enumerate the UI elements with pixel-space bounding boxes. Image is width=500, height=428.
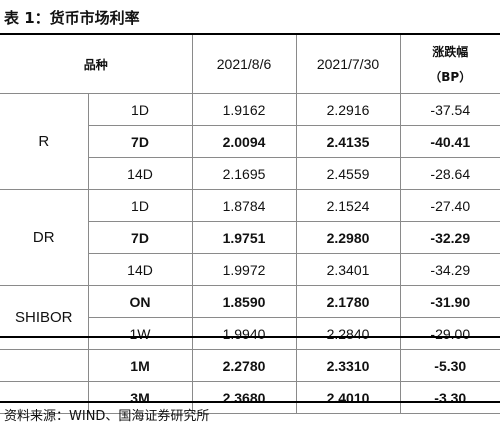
rate-cell-date2: 2.2840 <box>295 317 401 350</box>
header-change-unit: （BP） <box>429 70 472 84</box>
rate-cell-date2: 2.1780 <box>295 285 401 318</box>
table-row: 1M 2.2780 2.3310 -5.30 <box>0 349 500 382</box>
change-cell: -37.54 <box>399 93 500 126</box>
change-cell: -28.64 <box>399 157 500 190</box>
header-row: 品种 2021/8/6 2021/7/30 涨跌幅 （BP） <box>0 35 500 94</box>
group-shibor: SHIBOR <box>0 285 89 350</box>
table-row: R 1D 1.9162 2.2916 -37.54 <box>0 93 500 190</box>
rate-cell-date2: 2.4010 <box>295 381 401 414</box>
change-cell: -31.90 <box>399 285 500 318</box>
empty-group-cell <box>0 381 89 414</box>
header-change: 涨跌幅 （BP） <box>399 35 500 94</box>
rate-cell-date2: 2.1524 <box>295 189 401 222</box>
rate-cell-date1: 1.8590 <box>191 285 297 318</box>
term-cell: 1M <box>87 349 193 382</box>
rate-cell-date1: 1.9972 <box>191 253 297 286</box>
rate-cell-date2: 2.3310 <box>295 349 401 382</box>
table-row: SHIBOR ON 1.8590 2.1780 -31.90 <box>0 285 500 350</box>
rate-cell-date1: 2.2780 <box>191 349 297 382</box>
empty-group-cell <box>0 349 89 382</box>
table-title: 表 1：货币市场利率 <box>4 9 140 27</box>
change-cell: -27.40 <box>399 189 500 222</box>
header-change-label: 涨跌幅 <box>432 45 469 59</box>
term-cell: 7D <box>88 221 193 254</box>
rate-cell-date2: 2.4135 <box>295 125 401 158</box>
change-cell: -34.29 <box>399 253 500 286</box>
group-r: R <box>0 93 89 190</box>
change-cell: -29.00 <box>399 317 500 350</box>
bottom-rule <box>0 401 500 403</box>
table-row: 7D 1.9751 2.2980 -32.29 <box>0 221 500 254</box>
section-rule <box>0 336 500 338</box>
table-row: DR 1D 1.8784 2.1524 -27.40 <box>0 189 500 286</box>
rate-cell-date2: 2.2916 <box>295 93 401 126</box>
term-cell: 14D <box>88 253 193 286</box>
term-cell: 14D <box>88 157 193 190</box>
term-cell: 7D <box>88 125 193 158</box>
rate-cell-date2: 2.4559 <box>295 157 401 190</box>
table-row: 7D 2.0094 2.4135 -40.41 <box>0 125 500 158</box>
rate-cell-date2: 2.3401 <box>295 253 401 286</box>
rate-cell-date1: 1.9940 <box>191 317 297 350</box>
rate-cell-date1: 2.1695 <box>191 157 297 190</box>
term-cell: 1W <box>88 317 193 350</box>
rate-cell-date1: 1.9751 <box>191 221 297 254</box>
rate-cell-date1: 2.0094 <box>191 125 297 158</box>
rate-cell-date1: 1.9162 <box>191 93 297 126</box>
top-rule <box>0 33 500 35</box>
rate-cell-date1: 1.8784 <box>191 189 297 222</box>
term-cell: ON <box>87 285 193 318</box>
money-market-rate-table: 品种 2021/8/6 2021/7/30 涨跌幅 （BP） R 1D 1.91… <box>0 35 500 414</box>
header-item: 品种 <box>0 35 193 94</box>
header-date-2: 2021/7/30 <box>295 35 401 94</box>
change-cell: -40.41 <box>399 125 500 158</box>
term-cell: 1D <box>87 93 193 126</box>
change-cell: -5.30 <box>399 349 500 382</box>
table-row: 1W 1.9940 2.2840 -29.00 <box>0 317 500 350</box>
term-cell: 1D <box>87 189 193 222</box>
rate-cell-date2: 2.2980 <box>295 221 401 254</box>
change-cell: -32.29 <box>399 221 500 254</box>
change-cell: -3.30 <box>399 381 500 414</box>
table-row: 14D 1.9972 2.3401 -34.29 <box>0 253 500 286</box>
source-note: 资料来源：WIND、国海证券研究所 <box>4 409 210 424</box>
group-dr: DR <box>0 189 89 286</box>
header-date-1: 2021/8/6 <box>191 35 297 94</box>
